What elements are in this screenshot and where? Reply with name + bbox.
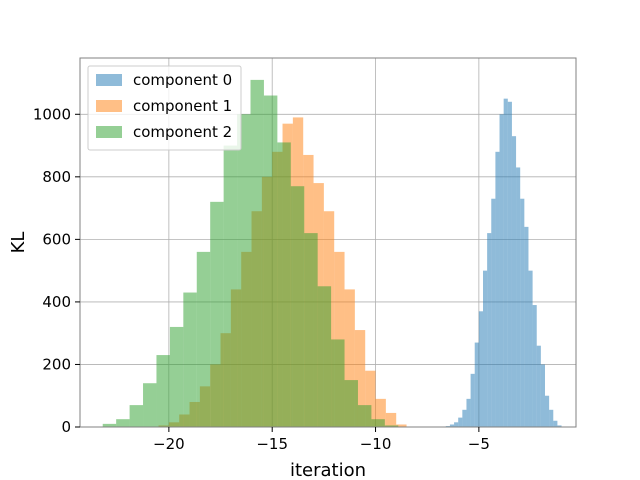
histogram-bar	[470, 373, 475, 427]
y-tick-label: 800	[42, 168, 71, 186]
histogram-bar	[449, 424, 455, 427]
legend-box	[87, 65, 242, 151]
histogram-bar	[483, 270, 488, 427]
histogram-bar	[183, 292, 197, 427]
histogram-bar	[474, 342, 479, 427]
histogram-bar	[277, 142, 291, 428]
histogram-bar	[371, 419, 385, 427]
y-axis-ticks: 0 200 400 600 800 1000	[33, 105, 80, 436]
histogram-bar	[458, 417, 463, 427]
histogram-bar	[536, 345, 541, 427]
histogram-bar	[237, 114, 251, 427]
series-2-bars	[102, 79, 399, 428]
legend-swatch	[96, 74, 122, 86]
histogram-bar	[354, 330, 366, 427]
histogram-bar	[263, 95, 278, 427]
histogram-bar	[511, 136, 517, 427]
histogram-bar	[528, 270, 533, 427]
legend-swatch	[96, 100, 122, 112]
histogram-bar	[462, 409, 467, 427]
histogram-bar	[384, 425, 399, 427]
histogram-bar	[223, 145, 238, 427]
histogram-bar	[396, 424, 407, 427]
x-tick-label: −15	[256, 435, 288, 453]
y-tick-label: 600	[42, 230, 71, 248]
histogram-bar	[495, 151, 500, 428]
legend-swatch	[96, 126, 122, 138]
histogram-bar	[532, 305, 537, 427]
histogram-bar	[143, 383, 157, 427]
histogram-bar	[478, 311, 483, 427]
y-tick-label: 400	[42, 293, 71, 311]
x-tick-label: −5	[468, 435, 490, 453]
plot-area	[79, 57, 577, 428]
x-tick-label: −20	[153, 435, 185, 453]
y-tick-label: 1000	[33, 105, 71, 123]
histogram-bar	[557, 425, 562, 427]
histogram-bar	[520, 198, 525, 427]
histogram-bar	[250, 79, 264, 427]
y-axis-label: KL	[8, 232, 29, 254]
histogram-bar	[549, 409, 554, 427]
y-tick-label: 0	[61, 418, 71, 436]
legend-label: component 2	[133, 123, 232, 141]
histogram-bar	[507, 101, 512, 427]
series-0-bars	[445, 98, 562, 428]
x-tick-label: −10	[360, 435, 392, 453]
axes-frame	[79, 57, 577, 428]
histogram-bar	[553, 420, 558, 427]
histogram-bar	[385, 412, 397, 427]
histogram-bar	[344, 380, 358, 427]
legend-label: component 0	[133, 71, 232, 89]
histogram-bar	[156, 355, 170, 427]
histogram-bars	[102, 79, 562, 428]
histogram-bar	[210, 201, 224, 427]
legend: component 0 component 1 component 2	[87, 65, 242, 151]
histogram-bar	[365, 370, 376, 427]
histogram-bar	[375, 398, 386, 427]
histogram-bar	[516, 167, 521, 427]
y-tick-label: 200	[42, 355, 71, 373]
histogram-bar	[129, 405, 144, 427]
x-axis-label: iteration	[290, 460, 366, 480]
histogram-bar	[116, 419, 130, 427]
histogram-bar	[317, 286, 332, 427]
histogram-bar	[487, 233, 492, 427]
histogram-bar	[357, 405, 372, 427]
histogram-bar	[524, 226, 529, 427]
x-axis-ticks: −20 −15 −10 −5	[153, 427, 490, 453]
legend-label: component 1	[133, 97, 232, 115]
histogram-bar	[169, 326, 184, 427]
histogram-bar	[540, 364, 545, 427]
histogram-bar	[503, 98, 508, 428]
histogram-bar	[196, 251, 211, 427]
histogram-bar	[545, 395, 550, 427]
histogram-bar	[491, 198, 496, 427]
histogram-bar	[454, 422, 459, 427]
histogram-bar	[290, 186, 305, 427]
histogram-bar	[331, 339, 345, 427]
histogram-bar	[499, 114, 504, 427]
histogram-bar	[304, 233, 318, 427]
histogram-bar	[344, 289, 355, 427]
histogram-bar	[102, 423, 117, 427]
histogram-bar	[466, 398, 471, 427]
